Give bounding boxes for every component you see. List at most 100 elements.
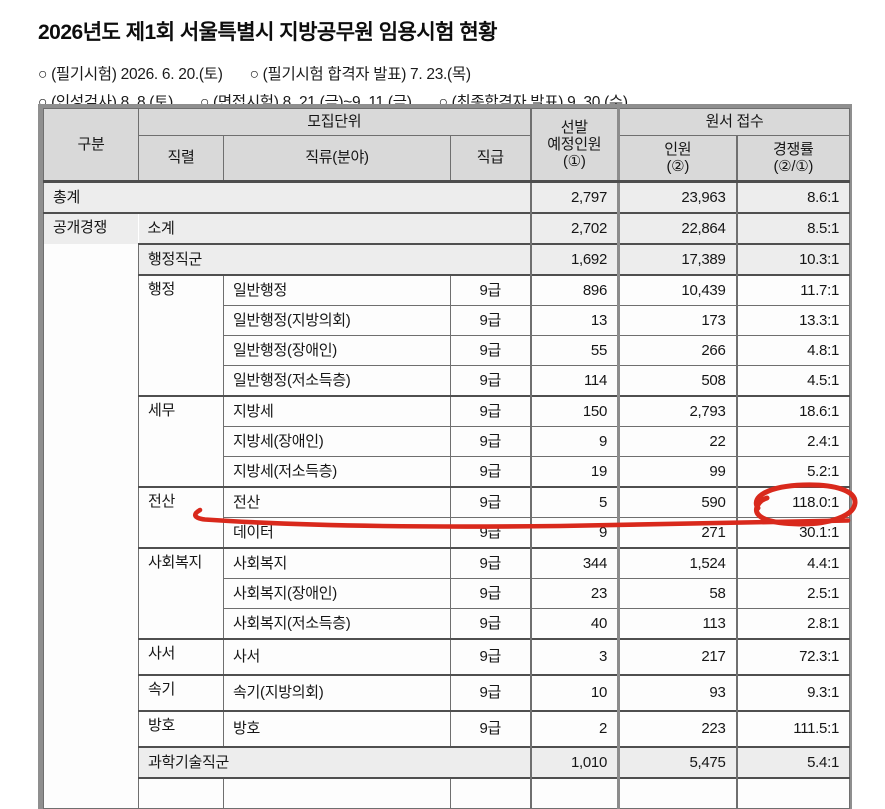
cell-ratio: 13.3:1 <box>735 305 851 336</box>
schedule-line-1: ○ (필기시험) 2026. 6. 20.(토) ○ (필기시험 합격자 발표)… <box>38 62 885 84</box>
header-ratio-line2: (②/①) <box>773 158 814 175</box>
table-row-partial <box>44 777 851 809</box>
cell-applicants: 93 <box>617 674 738 712</box>
table-row: 행정 일반행정 9급 896 10,439 11.7:1 <box>44 274 851 397</box>
cell-series: 세무 <box>138 395 224 488</box>
table-row-jeonsan: 전산 전산 9급 5 590 118.0:1 <box>44 486 851 549</box>
cell-field: 일반행정 <box>223 274 451 306</box>
cell-planned: 23 <box>529 578 620 609</box>
cell-field: 지방세(저소득층) <box>223 456 451 488</box>
cell-field: 일반행정(지방의회) <box>223 305 451 336</box>
table-row: 일반행정(지방의회) 9급 13 173 13.3:1 <box>44 305 851 336</box>
cell-grade: 9급 <box>449 426 532 457</box>
cell-grade: 9급 <box>449 365 532 397</box>
cell-field: 사회복지(장애인) <box>223 578 451 609</box>
header-ratio: 경쟁률 (②/①) <box>735 135 851 183</box>
cell-planned: 10 <box>529 674 620 712</box>
cell-ratio: 4.5:1 <box>735 365 851 397</box>
cell-planned: 9 <box>529 517 620 549</box>
header-gubun: 구분 <box>43 108 139 183</box>
cell-planned: 19 <box>529 456 620 488</box>
table-row: 일반행정(저소득층) 9급 114 508 4.5:1 <box>44 365 851 397</box>
table-row: 사서 사서 9급 3 217 72.3:1 <box>44 638 851 676</box>
cell-ratio: 8.5:1 <box>735 212 851 245</box>
header-row-2: 직렬 직류(분야) 직급 인원 (②) 경쟁률 (②/①) <box>44 135 851 183</box>
cell-grade: 9급 <box>449 578 532 609</box>
cell-series: 속기 <box>138 674 224 712</box>
cell-ratio: 5.2:1 <box>735 456 851 488</box>
cell-planned: 1,692 <box>529 243 620 276</box>
cell-applicants: 113 <box>617 608 738 640</box>
table-row: 지방세(장애인) 9급 9 22 2.4:1 <box>44 426 851 457</box>
cell-planned: 1,010 <box>529 746 620 779</box>
table-row: 사회복지(저소득층) 9급 40 113 2.8:1 <box>44 608 851 640</box>
table-row: 사회복지(장애인) 9급 23 58 2.5:1 <box>44 578 851 609</box>
cell-series: 사회복지 <box>138 547 224 640</box>
cell-applicants: 508 <box>617 365 738 397</box>
cell-grade <box>449 777 532 809</box>
cell-ratio: 72.3:1 <box>735 638 851 676</box>
cell-planned: 55 <box>529 335 620 366</box>
cell-ratio: 111.5:1 <box>735 710 851 748</box>
table-row-subtotal: 공개경쟁 소계 2,702 22,864 8.5:1 <box>43 212 851 809</box>
cell-planned: 150 <box>529 395 620 427</box>
header-planned: 선발 예정인원 (①) <box>529 108 620 183</box>
header-planned-line2: 예정인원 <box>547 135 602 153</box>
cell-ratio: 4.8:1 <box>735 335 851 366</box>
cell-grade: 9급 <box>449 486 532 518</box>
exam-status-table: 구분 모집단위 선발 예정인원 (①) 원서 접수 직렬 직류(분야) 직급 인… <box>42 108 851 809</box>
cell-applicants: 223 <box>617 710 738 748</box>
cell-grade: 9급 <box>449 395 532 427</box>
cell-ratio: 4.4:1 <box>735 547 851 579</box>
cell-ratio: 5.4:1 <box>735 746 851 779</box>
cell-field: 일반행정(장애인) <box>223 335 451 366</box>
cell-ratio-highlighted: 118.0:1 <box>735 486 851 518</box>
cell-planned: 2 <box>529 710 620 748</box>
header-planned-line3: (①) <box>562 153 586 171</box>
cell-grade: 9급 <box>449 638 532 676</box>
cell-applicants: 22 <box>617 426 738 457</box>
cell-applicants: 5,475 <box>617 746 738 779</box>
cell-applicants <box>617 777 738 809</box>
cell-field: 사회복지(저소득층) <box>223 608 451 640</box>
cell-grade: 9급 <box>449 674 532 712</box>
cell-label: 행정직군 <box>137 243 532 276</box>
cell-applicants: 590 <box>617 486 738 518</box>
cell-field: 방호 <box>223 710 451 748</box>
cell-ratio: 10.3:1 <box>735 243 851 276</box>
table-row: 일반행정(장애인) 9급 55 266 4.8:1 <box>44 335 851 366</box>
cell-grade: 9급 <box>449 305 532 336</box>
cell-ratio: 18.6:1 <box>735 395 851 427</box>
table-row-group: 행정직군 1,692 17,389 10.3:1 <box>44 243 851 276</box>
cell-planned: 9 <box>529 426 620 457</box>
cell-ratio: 8.6:1 <box>735 180 851 214</box>
cell-applicants: 271 <box>617 517 738 549</box>
page-title: 2026년도 제1회 서울특별시 지방공무원 임용시험 현황 <box>38 21 497 44</box>
cell-field <box>223 777 451 809</box>
cell-series <box>138 777 224 809</box>
cell-grade: 9급 <box>449 517 532 549</box>
cell-grade: 9급 <box>449 547 532 579</box>
cell-ratio: 30.1:1 <box>735 517 851 549</box>
exam-table-frame: 구분 모집단위 선발 예정인원 (①) 원서 접수 직렬 직류(분야) 직급 인… <box>38 104 852 809</box>
table-row-group: 과학기술직군 1,010 5,475 5.4:1 <box>44 746 851 779</box>
table-row-total: 총계 2,797 23,963 8.6:1 <box>42 180 851 214</box>
cell-planned: 114 <box>529 365 620 397</box>
cell-applicants: 1,524 <box>617 547 738 579</box>
table-row: 속기 속기(지방의회) 9급 10 93 9.3:1 <box>44 674 851 712</box>
cell-label: 총계 <box>42 180 532 214</box>
cell-grade: 9급 <box>449 710 532 748</box>
cell-field: 지방세 <box>223 395 451 427</box>
cell-applicants: 266 <box>617 335 738 366</box>
cell-series: 방호 <box>138 710 224 748</box>
document-page: 2026년도 제1회 서울특별시 지방공무원 임용시험 현황 ○ (필기시험) … <box>38 21 885 809</box>
cell-planned: 896 <box>529 274 620 306</box>
cell-series: 전산 <box>138 486 224 549</box>
header-mojip: 모집단위 <box>137 108 532 136</box>
cell-ratio: 2.8:1 <box>735 608 851 640</box>
cell-ratio: 2.5:1 <box>735 578 851 609</box>
schedule-item: ○ (필기시험 합격자 발표) 7. 23.(목) <box>249 66 471 83</box>
cell-gubun: 공개경쟁 <box>43 212 139 809</box>
cell-field: 사회복지 <box>223 547 451 579</box>
table-row: 세무 지방세 9급 150 2,793 18.6:1 <box>44 395 851 488</box>
